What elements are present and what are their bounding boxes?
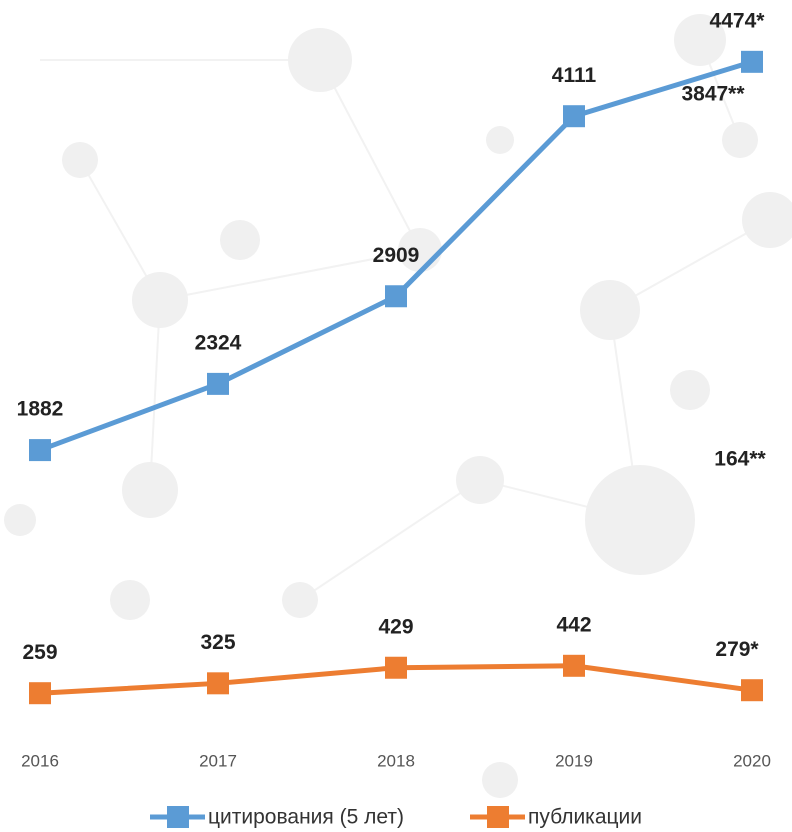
- background-network: [4, 14, 792, 798]
- point-marker: [29, 439, 51, 462]
- data-label: 442: [556, 613, 591, 636]
- data-label: 259: [22, 641, 57, 664]
- legend-marker: [167, 806, 189, 828]
- x-tick-label: 2020: [733, 751, 771, 770]
- x-tick-label: 2018: [377, 751, 415, 770]
- data-label: 2909: [373, 244, 420, 267]
- legend-label: цитирования (5 лет): [208, 806, 404, 829]
- point-marker: [385, 656, 407, 679]
- point-marker: [385, 285, 407, 308]
- annotation: 164**: [714, 448, 766, 471]
- data-label: 2324: [195, 331, 242, 354]
- point-marker: [207, 672, 229, 695]
- data-label: 4111: [552, 64, 597, 87]
- x-tick-label: 2016: [21, 751, 59, 770]
- x-tick-label: 2019: [555, 751, 593, 770]
- annotation: 3847**: [681, 83, 745, 106]
- data-label: 1882: [17, 398, 64, 421]
- data-label: 279*: [715, 638, 759, 661]
- point-marker: [563, 654, 585, 677]
- point-marker: [563, 105, 585, 128]
- point-marker: [741, 679, 763, 702]
- data-label: 429: [378, 615, 413, 638]
- legend-label: публикации: [528, 806, 642, 829]
- legend-marker: [487, 806, 509, 828]
- point-marker: [207, 372, 229, 395]
- point-marker: [29, 682, 51, 705]
- data-label: 325: [200, 631, 235, 654]
- point-marker: [741, 50, 763, 73]
- data-label: 4474*: [710, 9, 766, 32]
- x-tick-label: 2017: [199, 751, 237, 770]
